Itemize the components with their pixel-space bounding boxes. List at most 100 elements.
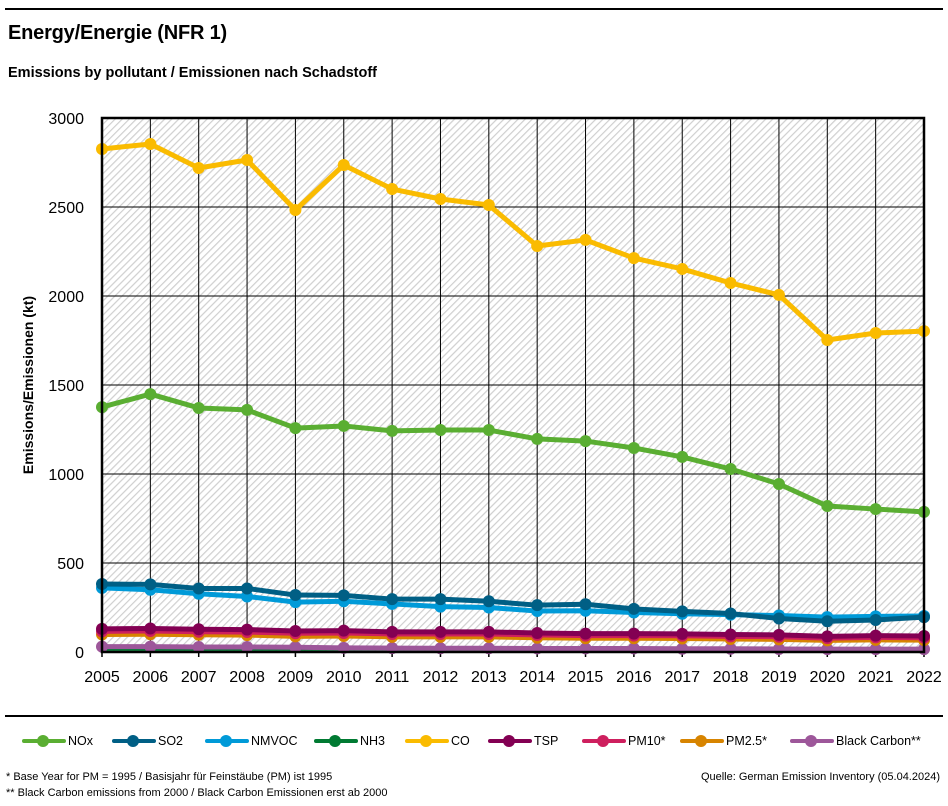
x-tick-label: 2021 [858, 669, 894, 686]
data-point-black-carbon [289, 641, 302, 654]
data-point-tsp [337, 624, 350, 637]
legend-swatch-icon [405, 734, 449, 748]
legend-label: Black Carbon** [836, 734, 921, 748]
data-point-co [289, 204, 302, 217]
footnote-pm: * Base Year for PM = 1995 / Basisjahr fü… [6, 771, 333, 783]
y-tick-label: 1000 [48, 467, 84, 484]
data-point-so2 [531, 599, 544, 612]
data-point-nox [724, 463, 737, 476]
legend-item-nmvoc: NMVOC [205, 734, 298, 748]
chart-title: Energy/Energie (NFR 1) [8, 22, 227, 44]
data-point-tsp [434, 625, 447, 638]
x-tick-label: 2019 [761, 669, 797, 686]
y-tick-label: 3000 [48, 111, 84, 128]
data-point-co [192, 162, 205, 175]
data-point-nox [579, 435, 592, 448]
data-point-nox [772, 477, 785, 490]
y-tick-label: 2500 [48, 200, 84, 217]
data-point-tsp [821, 630, 834, 643]
legend-label: NH3 [360, 734, 386, 748]
chart-subtitle: Emissions by pollutant / Emissionen nach… [8, 65, 378, 81]
series-group [96, 137, 930, 656]
legend-item-co: CO [405, 734, 470, 748]
data-point-so2 [386, 593, 399, 606]
y-tick-label: 500 [57, 556, 84, 573]
data-point-so2 [241, 582, 254, 595]
plot-frame [100, 116, 926, 654]
data-point-nox [386, 424, 399, 437]
legend-item-pm2-5: PM2.5* [680, 734, 767, 748]
legend-divider [5, 715, 943, 717]
data-point-nox [821, 500, 834, 513]
series-line-black-carbon [102, 644, 924, 652]
data-point-co [337, 158, 350, 171]
source-note: Quelle: German Emission Inventory (05.04… [700, 771, 940, 783]
data-point-co [869, 327, 882, 340]
x-tick-label: 2010 [326, 669, 362, 686]
data-point-co [772, 288, 785, 301]
data-point-co [724, 277, 737, 290]
gridlines [102, 118, 924, 652]
x-tick-label: 2012 [423, 669, 459, 686]
x-tick-label: 2014 [519, 669, 555, 686]
legend-item-tsp: TSP [488, 734, 558, 748]
data-point-co [676, 262, 689, 275]
data-point-tsp [676, 627, 689, 640]
data-point-so2 [724, 607, 737, 620]
legend-label: PM10* [628, 734, 666, 748]
data-point-co [434, 192, 447, 205]
data-point-tsp [482, 625, 495, 638]
series-black-carbon [96, 640, 930, 656]
y-axis-label: Emissions/Emissionen (kt) [20, 296, 36, 474]
series-line-nmvoc [101, 585, 925, 620]
legend-label: SO2 [158, 734, 184, 748]
x-tick-label: 2016 [616, 669, 652, 686]
x-tick-label: 2022 [906, 669, 942, 686]
data-point-black-carbon [144, 640, 157, 653]
data-point-so2 [821, 615, 834, 628]
data-point-tsp [241, 623, 254, 636]
x-tick-label: 2015 [568, 669, 604, 686]
series-line-tsp [101, 626, 925, 639]
data-point-co [821, 333, 834, 346]
data-point-so2 [192, 582, 205, 595]
series-line-nox [101, 391, 925, 515]
data-point-so2 [772, 612, 785, 625]
data-point-co [144, 137, 157, 150]
data-point-tsp [289, 624, 302, 637]
x-axis-ticks: 2005 2006 2007 2008 2009 2010 2011 2012 2013 2014… [84, 652, 942, 686]
x-tick-label: 2009 [278, 669, 314, 686]
data-point-tsp [724, 628, 737, 641]
data-point-tsp [144, 622, 157, 635]
series-line-co [101, 141, 925, 343]
data-point-so2 [289, 589, 302, 602]
data-point-nox [676, 450, 689, 463]
footnote-black-carbon: ** Black Carbon emissions from 2000 / Bl… [6, 787, 388, 799]
legend-item-so2: SO2 [112, 734, 183, 748]
data-point-co [579, 233, 592, 246]
data-point-tsp [579, 627, 592, 640]
y-axis-ticks: 0 500 1000 1500 2000 2500 3000 [48, 111, 84, 662]
y-tick-label: 2000 [48, 289, 84, 306]
legend-swatch-icon [488, 734, 532, 748]
series-co [96, 137, 930, 346]
y-tick-label: 1500 [48, 378, 84, 395]
data-point-so2 [579, 598, 592, 611]
data-point-co [531, 239, 544, 252]
legend-label: PM2.5* [726, 734, 767, 748]
series-so2 [96, 578, 930, 628]
x-tick-label: 2008 [229, 669, 265, 686]
data-point-tsp [192, 623, 205, 636]
series-nox [96, 388, 930, 518]
legend: NOx SO2 NMVOC NH3 CO TSP PM10* PM2.5* Black Carb… [0, 734, 948, 754]
data-point-nox [192, 401, 205, 414]
data-point-so2 [434, 593, 447, 606]
legend-item-black-carbon: Black Carbon** [790, 734, 921, 748]
x-tick-label: 2018 [713, 669, 749, 686]
legend-item-pm10: PM10* [582, 734, 666, 748]
series-line-so2 [101, 581, 925, 624]
data-point-so2 [676, 605, 689, 618]
x-tick-label: 2020 [809, 669, 845, 686]
data-point-black-carbon [192, 641, 205, 654]
